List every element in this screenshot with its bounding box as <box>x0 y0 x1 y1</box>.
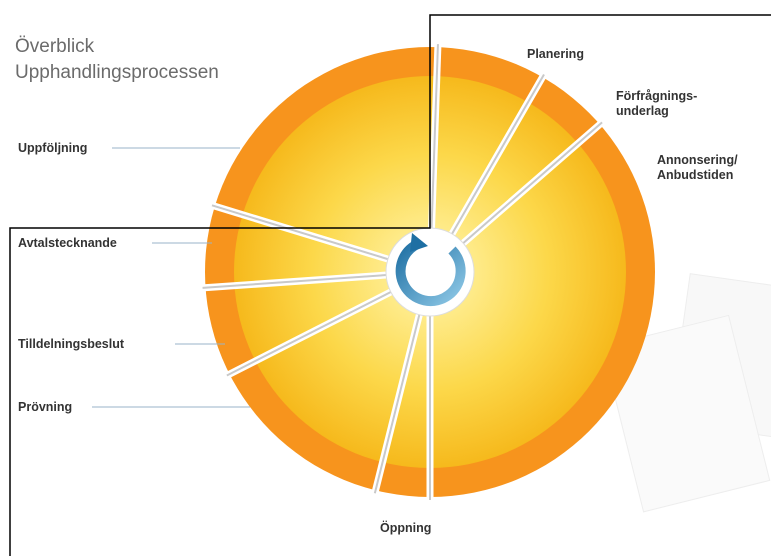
step-label: Förfrågnings- <box>616 89 697 103</box>
step-label: Tilldelningsbeslut <box>18 337 125 351</box>
step-label: Planering <box>527 47 584 61</box>
title-line: Överblick <box>15 36 95 57</box>
step-label: underlag <box>616 104 669 118</box>
step-label: Avtalstecknande <box>18 236 117 250</box>
step-label: Annonsering/ <box>657 153 738 167</box>
step-label: Anbudstiden <box>657 168 733 182</box>
step-label: Öppning <box>380 520 431 535</box>
step-label: Prövning <box>18 400 72 414</box>
process-wheel: Överblick Upphandlingsprocessen Planerin… <box>0 0 771 556</box>
step-label: Uppföljning <box>18 141 87 155</box>
title-line: Upphandlingsprocessen <box>15 62 219 83</box>
page: Överblick Upphandlingsprocessen Planerin… <box>0 0 771 556</box>
